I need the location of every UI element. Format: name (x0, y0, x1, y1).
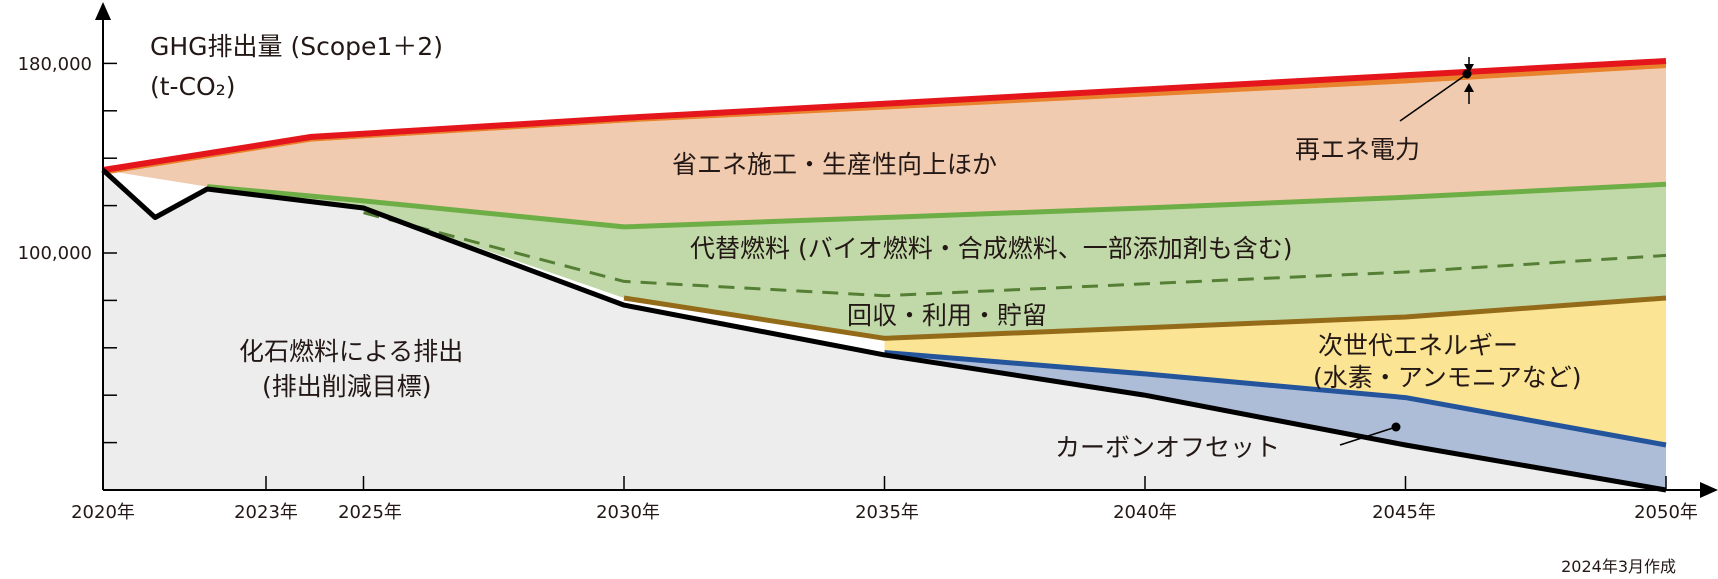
x-tick-label: 2040年 (1113, 502, 1177, 523)
area-fills (103, 61, 1667, 490)
renewables-callout (1399, 57, 1474, 122)
x-axis-arrow (1700, 482, 1718, 498)
label-alternative-fuels: 代替燃料 (バイオ燃料・合成燃料、一部添加剤も含む) (690, 234, 1292, 263)
x-tick-label: 2035年 (855, 502, 919, 523)
x-tick-label: 2025年 (338, 502, 402, 523)
area-renewables (103, 61, 1666, 175)
renewables-arrowhead-top (1464, 64, 1474, 73)
label-fossil-emissions: 化石燃料による排出 (239, 337, 463, 366)
y-tick-labels: 180,000 100,000 (18, 54, 92, 264)
chart-title: GHG排出量 (Scope1＋2) (150, 32, 443, 61)
x-tick-label: 2020年 (71, 502, 135, 523)
footnote: 2024年3月作成 (1561, 557, 1676, 576)
label-carbon-offset: カーボンオフセット (1055, 433, 1280, 462)
label-next-gen-energy-detail: (水素・アンモニアなど) (1313, 363, 1582, 392)
x-tick-label: 2023年 (234, 502, 298, 523)
y-tick-label: 180,000 (18, 54, 92, 75)
y-axis-arrow (95, 2, 111, 20)
line-alternative-fuels-dashed (363, 211, 1667, 298)
renewables-arrowhead-bottom (1464, 83, 1474, 92)
x-tick-label: 2030年 (596, 502, 660, 523)
y-axis-ticks (103, 62, 117, 444)
line-fossil-emissions (101, 168, 1667, 493)
x-axis-ticks (265, 476, 1667, 490)
area-energy-saving (103, 68, 1666, 227)
label-renewables: 再エネ電力 (1295, 135, 1420, 164)
label-ccus: 回収・利用・貯留 (847, 301, 1047, 330)
area-fossil-emissions (103, 170, 1666, 490)
line-after-alternative-fuels (623, 295, 1667, 341)
axes (95, 2, 1718, 498)
label-next-gen-energy: 次世代エネルギー (1318, 331, 1518, 360)
y-tick-label: 100,000 (18, 243, 92, 264)
label-energy-saving: 省エネ施工・生産性向上ほか (672, 150, 997, 179)
line-after-energy-saving (206, 181, 1667, 230)
x-tick-label: 2050年 (1634, 502, 1698, 523)
chart-unit: (t-CO₂) (150, 72, 236, 101)
x-tick-labels: 2020年 2023年 2025年 2030年 2035年 2040年 2045… (71, 502, 1698, 523)
renewables-leader-line (1399, 73, 1468, 122)
boundary-lines (101, 58, 1667, 493)
offset-leader-line (1339, 426, 1397, 446)
line-total-with-renewables (102, 58, 1667, 173)
line-after-ccus (884, 350, 1667, 448)
label-fossil-emissions-detail: (排出削減目標) (262, 372, 432, 401)
x-tick-label: 2045年 (1372, 502, 1436, 523)
offset-callout (1339, 422, 1401, 446)
